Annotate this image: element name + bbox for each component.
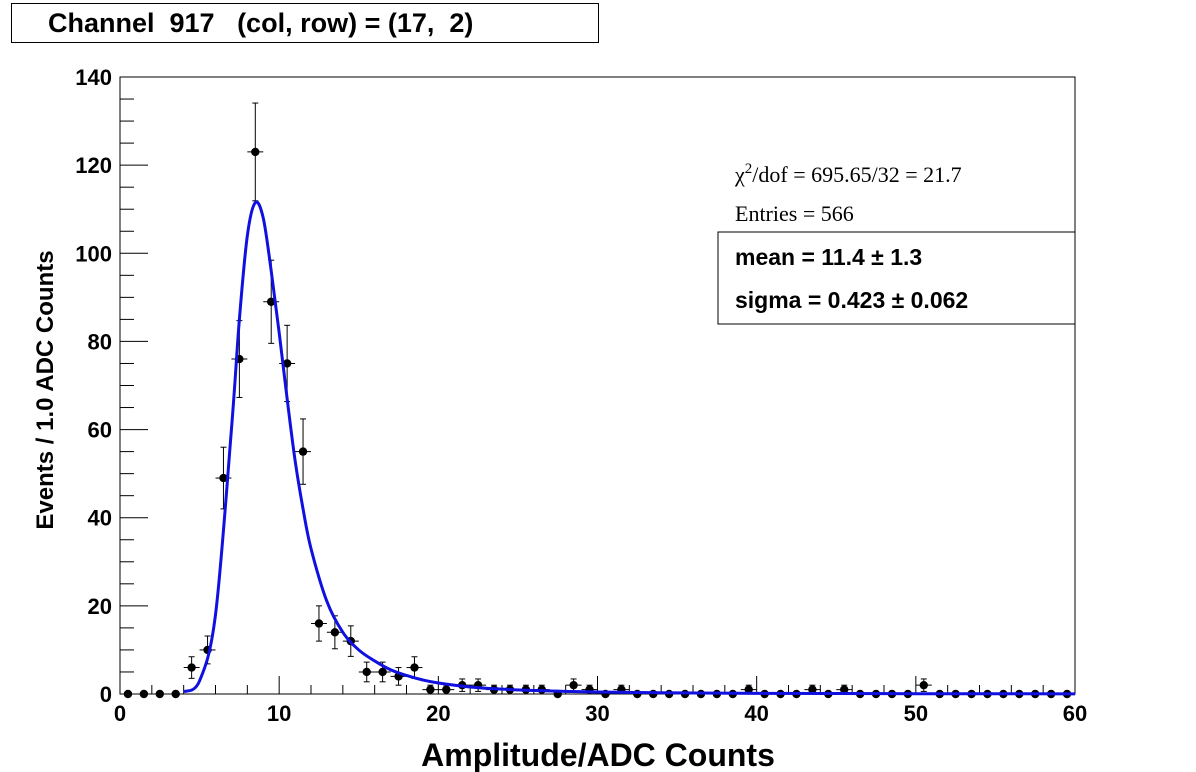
data-marker bbox=[808, 685, 817, 694]
data-marker bbox=[569, 680, 578, 690]
x-tick-label: 30 bbox=[585, 701, 609, 726]
data-point bbox=[804, 684, 821, 695]
fit-curve bbox=[182, 200, 1076, 696]
data-point bbox=[438, 684, 455, 695]
x-tick-label: 20 bbox=[426, 701, 450, 726]
x-axis-title: Amplitude/ADC Counts bbox=[421, 737, 775, 772]
data-marker bbox=[840, 685, 849, 694]
x-tick-label: 40 bbox=[744, 701, 768, 726]
data-point bbox=[915, 678, 932, 692]
y-tick-label: 120 bbox=[75, 153, 112, 178]
data-marker bbox=[267, 297, 276, 306]
chart-title: Channel 917 (col, row) = (17, 2) bbox=[11, 3, 599, 43]
data-point bbox=[422, 684, 439, 695]
data-marker bbox=[139, 689, 149, 699]
data-point bbox=[183, 656, 200, 679]
data-marker bbox=[410, 663, 419, 672]
data-marker bbox=[919, 680, 928, 690]
data-point bbox=[151, 689, 168, 699]
data-marker bbox=[298, 447, 308, 456]
data-point bbox=[135, 689, 152, 699]
y-tick-label: 140 bbox=[75, 65, 112, 90]
data-point bbox=[167, 689, 184, 699]
data-marker bbox=[171, 689, 180, 699]
data-marker bbox=[219, 473, 228, 483]
entries-label: Entries = 566 bbox=[735, 201, 854, 226]
x-tick-label: 60 bbox=[1063, 701, 1087, 726]
y-tick-label: 100 bbox=[75, 241, 112, 266]
data-marker bbox=[282, 359, 292, 368]
chi2-label: χ2/dof = 695.65/32 = 21.7 bbox=[734, 161, 962, 187]
data-marker bbox=[426, 685, 435, 694]
data-point bbox=[215, 446, 232, 510]
y-tick-label: 60 bbox=[88, 418, 112, 443]
sigma-label: sigma = 0.423 ± 0.062 bbox=[735, 287, 968, 313]
y-tick-label: 80 bbox=[88, 329, 112, 354]
data-marker bbox=[330, 628, 340, 637]
x-tick-label: 10 bbox=[267, 701, 291, 726]
data-marker bbox=[378, 667, 387, 677]
x-tick-label: 0 bbox=[114, 701, 126, 726]
fit-parameter-box bbox=[717, 231, 1076, 325]
y-tick-label: 0 bbox=[100, 682, 112, 707]
data-marker bbox=[362, 667, 371, 677]
data-marker bbox=[314, 619, 324, 628]
data-point bbox=[326, 615, 343, 650]
data-point bbox=[358, 661, 375, 683]
data-point bbox=[295, 418, 311, 485]
data-point bbox=[311, 605, 327, 642]
data-point bbox=[120, 689, 136, 699]
x-tick-label: 50 bbox=[904, 701, 928, 726]
y-tick-label: 40 bbox=[88, 506, 112, 531]
data-point bbox=[247, 102, 264, 202]
data-marker bbox=[155, 689, 164, 699]
data-point bbox=[565, 678, 582, 692]
data-point bbox=[470, 678, 487, 692]
data-marker bbox=[744, 685, 753, 694]
y-axis-title: Events / 1.0 ADC Counts bbox=[32, 250, 59, 529]
mean-label: mean = 11.4 ± 1.3 bbox=[735, 244, 922, 270]
data-marker bbox=[442, 685, 451, 694]
data-marker bbox=[123, 689, 133, 699]
chi2-value: /dof = 695.65/32 = 21.7 bbox=[752, 162, 961, 187]
data-marker bbox=[187, 663, 196, 672]
y-tick-label: 20 bbox=[88, 594, 112, 619]
data-marker bbox=[251, 147, 260, 157]
